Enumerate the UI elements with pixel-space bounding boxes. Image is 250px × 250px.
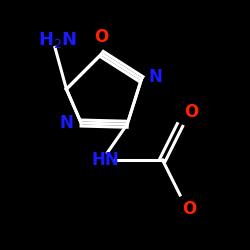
Text: O: O bbox=[94, 28, 109, 46]
Text: O: O bbox=[182, 200, 197, 218]
Text: O: O bbox=[184, 103, 198, 121]
Text: N: N bbox=[60, 114, 74, 132]
Text: N: N bbox=[149, 68, 163, 86]
Text: HN: HN bbox=[91, 151, 119, 169]
Text: H$_2$N: H$_2$N bbox=[38, 30, 77, 50]
